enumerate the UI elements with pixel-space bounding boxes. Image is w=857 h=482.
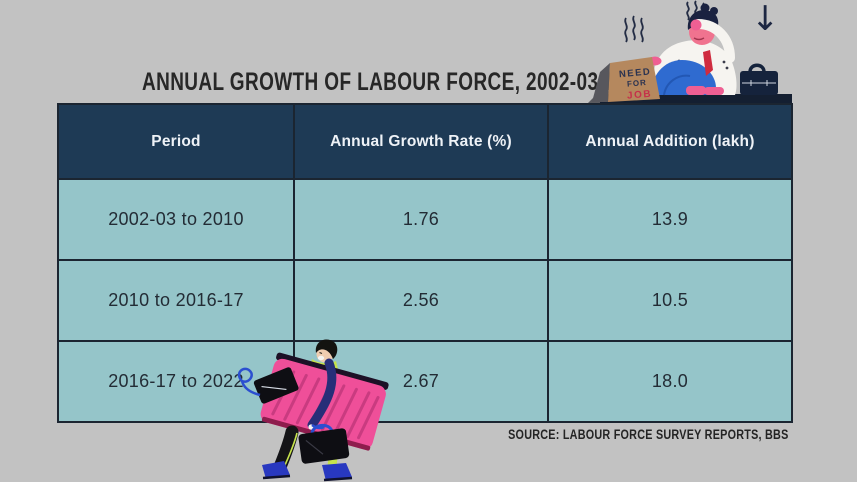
need-for-job-sign: NEED FOR JOB <box>592 57 660 102</box>
hair-bun <box>710 7 718 15</box>
cell-annual-addition: 13.9 <box>547 178 793 261</box>
cell-period: 2010 to 2016-17 <box>57 259 295 342</box>
sign-line-3: JOB <box>627 89 653 102</box>
cell-growth-rate: 2.56 <box>293 259 549 342</box>
cell-annual-addition: 18.0 <box>547 340 793 423</box>
mouth <box>693 37 705 41</box>
cell-growth-rate: 1.76 <box>293 178 549 261</box>
black-briefcase-icon <box>298 423 350 464</box>
black-briefcase-icon <box>253 367 299 404</box>
jeans-fold <box>663 74 691 96</box>
unemployed-person-illustration: NEED FOR JOB <box>588 0 792 103</box>
sign-line-1: NEED <box>619 66 652 80</box>
cell-annual-addition: 10.5 <box>547 259 793 342</box>
job-seeker-carrying-briefcase-illustration <box>237 339 389 482</box>
source-note-text: SOURCE: LABOUR FORCE SURVEY REPORTS, BBS <box>508 427 789 442</box>
table-row: 2010 to 2016-17 2.56 10.5 <box>57 259 793 342</box>
table-row: 2002-03 to 2010 1.76 13.9 <box>57 178 793 261</box>
col-header-growth-rate: Annual Growth Rate (%) <box>293 103 549 180</box>
stress-squiggles-icon <box>624 15 644 43</box>
platform <box>600 94 792 103</box>
source-note: SOURCE: LABOUR FORCE SURVEY REPORTS, BBS <box>438 427 789 442</box>
sign-line-2: FOR <box>627 78 648 89</box>
strap-loop <box>237 367 261 397</box>
carrier-arm <box>307 358 337 430</box>
hair-bun <box>700 3 710 13</box>
col-header-annual-addition: Annual Addition (lakh) <box>547 103 793 180</box>
sign-side <box>592 63 610 102</box>
shoe <box>322 463 352 481</box>
shoe <box>686 86 706 95</box>
col-header-period: Period <box>57 103 295 180</box>
labour-force-table: Period Annual Growth Rate (%) Annual Add… <box>57 103 793 423</box>
tie <box>703 50 713 76</box>
cell-period: 2002-03 to 2010 <box>57 178 295 261</box>
table-header-row: Period Annual Growth Rate (%) Annual Add… <box>57 103 793 180</box>
briefcase-icon <box>740 63 778 95</box>
page-title: ANNUAL GROWTH OF LABOUR FORCE, 2002-03 T… <box>57 68 680 97</box>
shoe <box>704 87 724 95</box>
table-row: 2016-17 to 2022 2.67 18.0 <box>57 340 793 423</box>
down-arrow-icon: ↓ <box>751 0 780 39</box>
strap <box>311 423 325 430</box>
arm <box>693 19 735 63</box>
hand <box>690 19 702 31</box>
page-title-text: ANNUAL GROWTH OF LABOUR FORCE, 2002-03 T… <box>141 68 681 96</box>
shoe <box>262 461 290 479</box>
sign-front <box>608 57 660 102</box>
